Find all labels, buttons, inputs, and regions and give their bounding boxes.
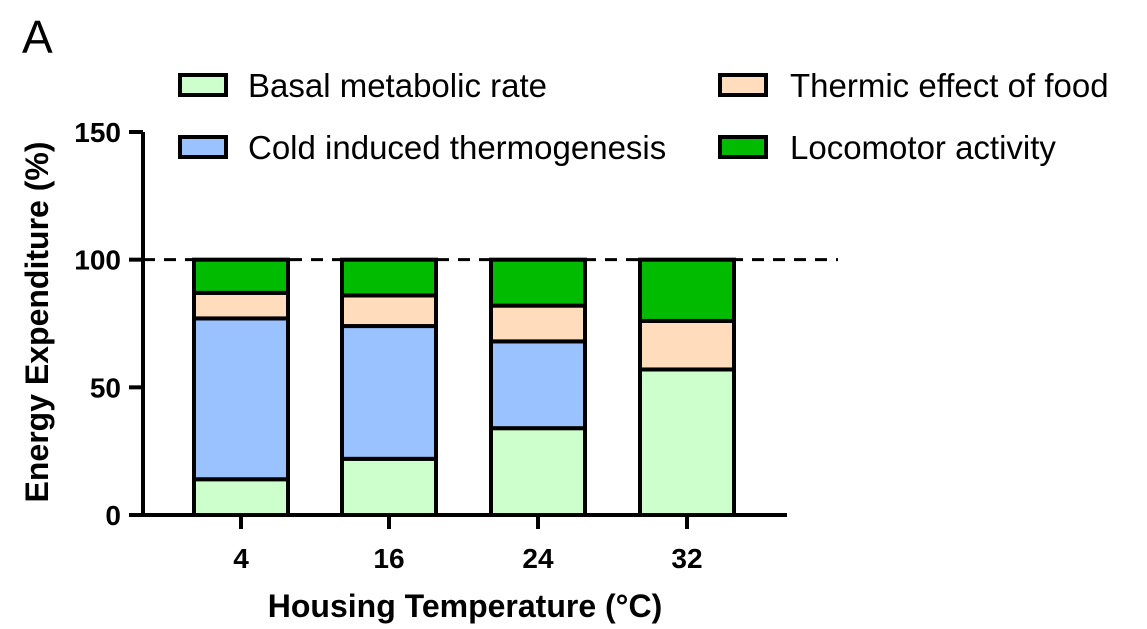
y-tick-label: 0	[105, 500, 121, 531]
y-tick-label: 50	[90, 372, 121, 403]
x-tick-label: 24	[522, 543, 554, 574]
bar-segment-locomotor-activity-32	[638, 257, 736, 323]
panel-label: A	[22, 11, 53, 63]
bar-segment-cold-induced-thermogenesis-24	[489, 339, 587, 431]
bar-segment-locomotor-activity-24	[489, 257, 587, 308]
y-tick-label: 100	[74, 245, 121, 276]
chart-legend: Basal metabolic rate Thermic effect of fo…	[178, 67, 1109, 166]
x-tick-label: 4	[233, 543, 249, 574]
x-tick-label: 32	[671, 543, 702, 574]
bar-segment-locomotor-activity-4	[192, 257, 290, 295]
legend-label-locomotor-activity: Locomotor activity	[790, 129, 1056, 166]
y-axis-title: Energy Expenditure (%)	[19, 142, 55, 503]
x-axis-title: Housing Temperature (°C)	[268, 588, 662, 624]
y-tick-label: 150	[74, 117, 121, 148]
bar-segment-thermic-effect-of-food-32	[638, 318, 736, 372]
legend-label-cold-induced-thermogenesis: Cold induced thermogenesis	[248, 129, 666, 166]
legend-swatch-thermic-effect-of-food	[718, 73, 768, 97]
axes-group	[141, 132, 787, 517]
bars-group	[192, 257, 736, 518]
bar-segment-thermic-effect-of-food-16	[340, 293, 438, 329]
x-tick-label: 16	[373, 543, 404, 574]
x-ticks-group: 4 16 24 32	[233, 515, 703, 574]
bar-segment-thermic-effect-of-food-24	[489, 303, 587, 344]
legend-label-basal-metabolic-rate: Basal metabolic rate	[248, 67, 547, 104]
bar-segment-cold-induced-thermogenesis-16	[340, 324, 438, 461]
bar-segment-basal-metabolic-rate-4	[192, 477, 290, 517]
legend-swatch-cold-induced-thermogenesis	[178, 135, 228, 159]
y-ticks-group: 0 50 100 150	[74, 117, 143, 531]
bar-segment-thermic-effect-of-food-4	[192, 290, 290, 321]
legend-label-thermic-effect-of-food: Thermic effect of food	[790, 67, 1109, 104]
legend-swatch-locomotor-activity	[718, 135, 768, 159]
bar-segment-locomotor-activity-16	[340, 257, 438, 298]
bar-segment-basal-metabolic-rate-16	[340, 456, 438, 517]
legend-swatch-basal-metabolic-rate	[178, 73, 228, 97]
bar-segment-cold-induced-thermogenesis-4	[192, 316, 290, 482]
bar-segment-basal-metabolic-rate-32	[638, 367, 736, 517]
bar-segment-basal-metabolic-rate-24	[489, 426, 587, 518]
